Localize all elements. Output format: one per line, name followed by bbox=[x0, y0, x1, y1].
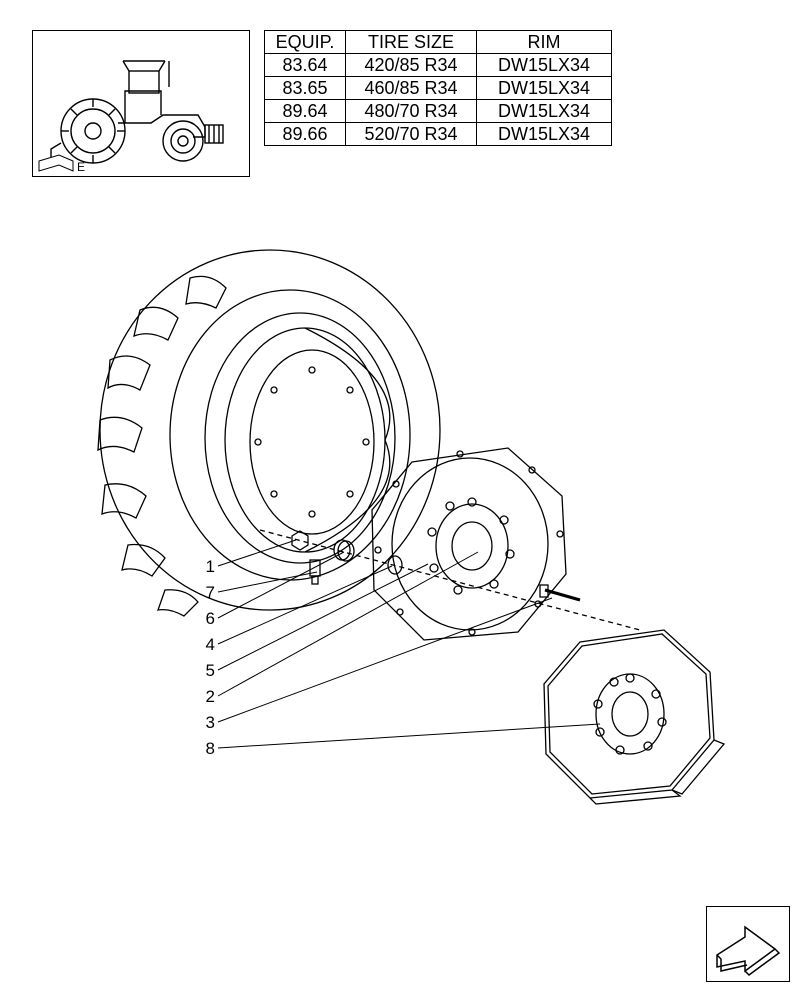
callout-7: 7 bbox=[195, 583, 215, 603]
next-page-icon[interactable] bbox=[706, 906, 790, 982]
cell-rim: DW15LX34 bbox=[477, 54, 612, 77]
cell-equip: 83.64 bbox=[265, 54, 346, 77]
cell-rim: DW15LX34 bbox=[477, 123, 612, 146]
table-row: 89.64 480/70 R34 DW15LX34 bbox=[265, 100, 612, 123]
spec-table: EQUIP. TIRE SIZE RIM 83.64 420/85 R34 DW… bbox=[264, 30, 612, 146]
callout-1: 1 bbox=[195, 557, 215, 577]
cell-rim: DW15LX34 bbox=[477, 77, 612, 100]
col-header-tire: TIRE SIZE bbox=[346, 31, 477, 54]
table-header-row: EQUIP. TIRE SIZE RIM bbox=[265, 31, 612, 54]
callout-6: 6 bbox=[195, 609, 215, 629]
cell-equip: 89.64 bbox=[265, 100, 346, 123]
callout-4: 4 bbox=[195, 635, 215, 655]
tractor-icon: E bbox=[33, 31, 249, 176]
tractor-label: E bbox=[77, 160, 85, 174]
callout-2: 2 bbox=[195, 687, 215, 707]
wheel-exploded-diagram bbox=[0, 230, 812, 870]
cell-equip: 83.65 bbox=[265, 77, 346, 100]
callout-8: 8 bbox=[195, 739, 215, 759]
cell-rim: DW15LX34 bbox=[477, 100, 612, 123]
cell-tire: 520/70 R34 bbox=[346, 123, 477, 146]
tractor-icon-box: E bbox=[32, 30, 250, 177]
wheel-disc-2 bbox=[544, 630, 724, 804]
cell-equip: 89.66 bbox=[265, 123, 346, 146]
cell-tire: 420/85 R34 bbox=[346, 54, 477, 77]
part-nut bbox=[292, 531, 308, 550]
table-row: 89.66 520/70 R34 DW15LX34 bbox=[265, 123, 612, 146]
part-spacer bbox=[334, 540, 354, 561]
part-valve bbox=[310, 560, 320, 584]
table-row: 83.64 420/85 R34 DW15LX34 bbox=[265, 54, 612, 77]
col-header-rim: RIM bbox=[477, 31, 612, 54]
callout-3: 3 bbox=[195, 713, 215, 733]
wheel-svg bbox=[0, 230, 812, 870]
cell-tire: 460/85 R34 bbox=[346, 77, 477, 100]
col-header-equip: EQUIP. bbox=[265, 31, 346, 54]
cell-tire: 480/70 R34 bbox=[346, 100, 477, 123]
table-row: 83.65 460/85 R34 DW15LX34 bbox=[265, 77, 612, 100]
callout-5: 5 bbox=[195, 661, 215, 681]
